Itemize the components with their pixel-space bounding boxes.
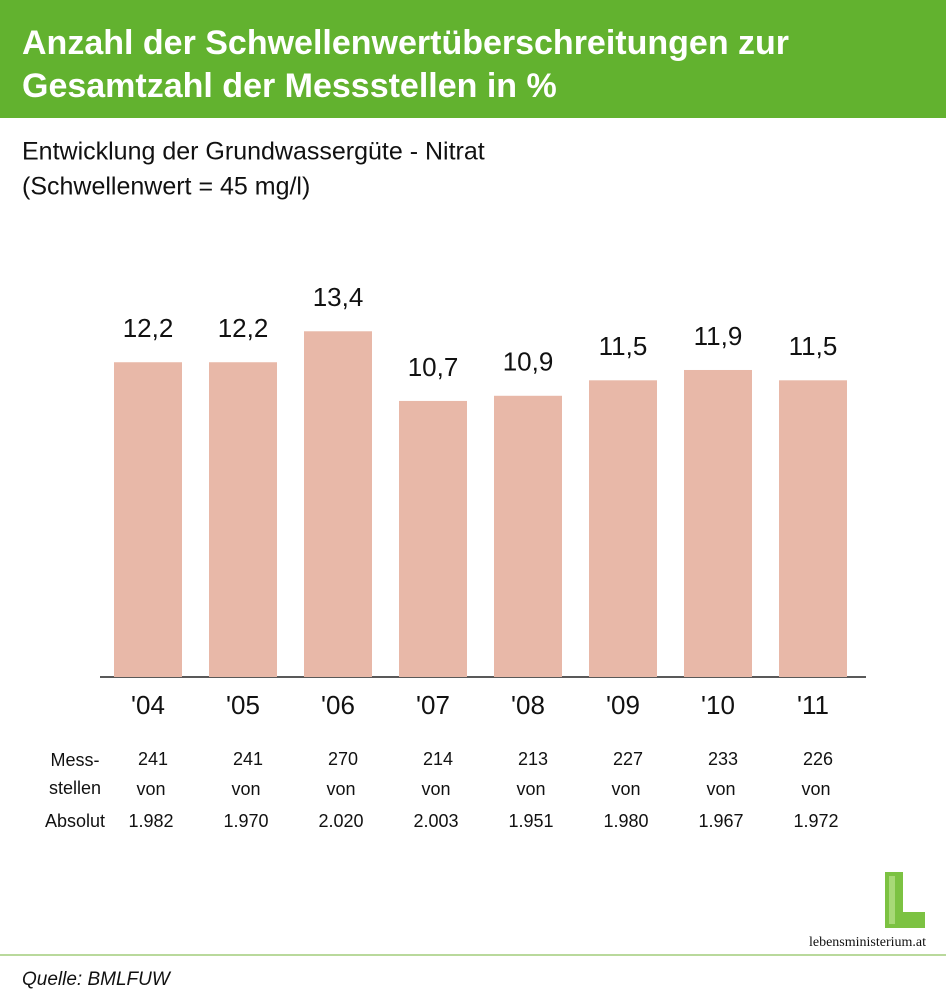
x-tick-label: '05 (226, 690, 260, 720)
table-count: 213 (518, 749, 548, 769)
chart-subtitle: Entwicklung der Grundwassergüte - Nitrat (22, 138, 485, 166)
x-tick-label: '09 (606, 690, 640, 720)
table-total: 2.020 (318, 811, 363, 831)
table-count: 233 (708, 749, 738, 769)
chart-title: Anzahl der Schwellenwertüberschreitungen… (22, 24, 789, 62)
bar (684, 369, 752, 677)
x-tick-label: '10 (701, 690, 735, 720)
x-tick-label: '07 (416, 690, 450, 720)
table-total: 1.970 (223, 811, 268, 831)
bar (589, 380, 657, 677)
bar (304, 331, 372, 677)
bar (779, 380, 847, 677)
value-label: 12,2 (218, 313, 269, 343)
bar (494, 395, 562, 677)
bar (399, 400, 467, 677)
table-connector: von (231, 779, 260, 799)
table-connector: von (801, 779, 830, 799)
table-count: 226 (803, 749, 833, 769)
chart-subtitle: (Schwellenwert = 45 mg/l) (22, 173, 310, 201)
value-label: 11,9 (694, 321, 743, 351)
table-connector: von (516, 779, 545, 799)
table-total: 1.967 (698, 811, 743, 831)
table-count: 241 (138, 749, 168, 769)
chart-title: Gesamtzahl der Messstellen in % (22, 67, 557, 105)
value-label: 12,2 (123, 313, 174, 343)
table-total: 1.980 (603, 811, 648, 831)
table-row-label: stellen (49, 778, 101, 798)
table-connector: von (136, 779, 165, 799)
value-label: 13,4 (313, 282, 364, 312)
table-connector: von (706, 779, 735, 799)
table-connector: von (326, 779, 355, 799)
value-label: 11,5 (789, 331, 838, 361)
logo-mark (885, 872, 925, 928)
x-tick-label: '08 (511, 690, 545, 720)
x-tick-label: '04 (131, 690, 165, 720)
bar (114, 362, 182, 677)
value-label: 10,9 (503, 347, 554, 377)
table-row-label: Mess- (51, 750, 100, 770)
table-count: 241 (233, 749, 263, 769)
value-label: 11,5 (599, 331, 648, 361)
table-total: 1.982 (128, 811, 173, 831)
x-tick-label: '06 (321, 690, 355, 720)
table-connector: von (611, 779, 640, 799)
table-connector: von (421, 779, 450, 799)
table-count: 227 (613, 749, 643, 769)
table-count: 214 (423, 749, 453, 769)
x-tick-label: '11 (797, 690, 829, 720)
table-row-label: Absolut (45, 811, 105, 831)
table-total: 1.951 (508, 811, 553, 831)
table-count: 270 (328, 749, 358, 769)
table-total: 1.972 (793, 811, 838, 831)
table-total: 2.003 (413, 811, 458, 831)
source: Quelle: BMLFUW (22, 969, 172, 990)
logo-text: lebensministerium.at (809, 935, 926, 950)
header-band (0, 0, 946, 118)
bar (209, 362, 277, 677)
value-label: 10,7 (408, 352, 459, 382)
